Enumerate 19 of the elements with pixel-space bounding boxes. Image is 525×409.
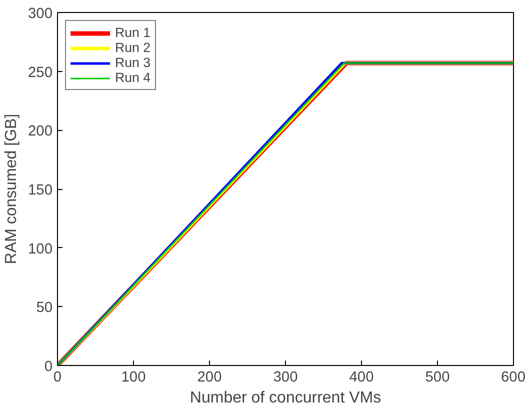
legend-label: Run 1 [115, 25, 151, 40]
x-tick-label: 300 [273, 370, 298, 386]
y-tick-label: 0 [44, 359, 53, 375]
legend-label: Run 2 [115, 40, 151, 55]
x-tick-label: 400 [349, 370, 374, 386]
y-tick-label: 150 [28, 182, 53, 198]
x-tick-label: 500 [425, 370, 450, 386]
x-tick-label: 200 [197, 370, 222, 386]
x-tick-label: 100 [121, 370, 146, 386]
legend-label: Run 3 [115, 55, 151, 70]
y-tick-label: 50 [36, 300, 53, 316]
y-tick-label: 100 [28, 241, 53, 258]
y-tick-label: 300 [28, 6, 53, 22]
y-axis-title: RAM consumed [GB] [3, 114, 20, 264]
y-tick-label: 200 [28, 124, 53, 140]
x-tick-label: 600 [501, 370, 525, 386]
y-tick-label: 250 [28, 64, 53, 81]
legend-label: Run 4 [115, 70, 151, 85]
x-axis-title: Number of concurrent VMs [190, 390, 382, 406]
